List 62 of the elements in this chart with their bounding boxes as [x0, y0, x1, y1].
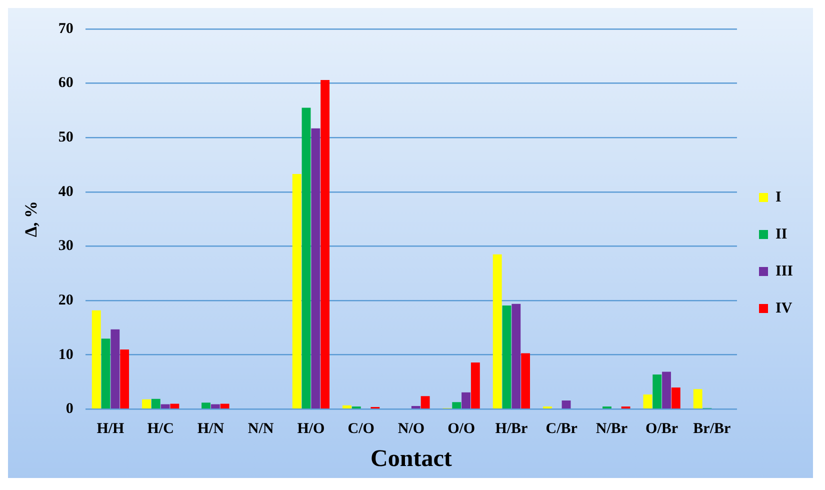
x-tick-label: N/O	[398, 421, 425, 438]
bar	[92, 310, 101, 409]
bar	[562, 400, 571, 409]
y-tick-label: 20	[58, 292, 74, 308]
bar	[693, 389, 702, 409]
bar	[621, 406, 630, 409]
y-tick-label: 0	[66, 401, 74, 418]
bar	[151, 398, 160, 409]
bar	[311, 128, 320, 409]
y-tick-label: 70	[58, 20, 74, 37]
x-tick-label: O/O	[448, 421, 476, 438]
y-tick-label: 10	[58, 346, 74, 363]
bar	[110, 329, 120, 409]
bar	[160, 404, 170, 409]
bar	[342, 405, 352, 409]
y-tick-label: 50	[58, 130, 74, 146]
x-axis-title: Contact	[370, 446, 452, 472]
x-tick-label: O/Br	[646, 421, 678, 438]
bar	[671, 387, 680, 409]
bar	[320, 80, 330, 409]
y-tick-label: 40	[58, 184, 74, 200]
x-tick-label: N/Br	[596, 421, 628, 438]
legend-label: IV	[775, 300, 792, 316]
x-tick-label: H/N	[197, 421, 224, 438]
bar	[662, 372, 671, 409]
bar	[492, 254, 502, 409]
y-axis-title: Δ, %	[22, 201, 41, 238]
x-tick-label: Br/Br	[693, 421, 732, 438]
y-tick-label: 30	[58, 238, 74, 254]
bar	[420, 396, 430, 409]
bar	[202, 402, 210, 409]
bar	[643, 394, 652, 409]
bar	[452, 402, 462, 409]
bar	[142, 399, 151, 409]
bar	[470, 362, 480, 409]
x-tick-label: N/N	[248, 421, 274, 438]
x-tick-label: H/C	[147, 421, 174, 438]
bar	[462, 392, 470, 409]
x-tick-label: H/Br	[495, 421, 528, 438]
legend-label: I	[775, 189, 782, 206]
bar	[521, 353, 530, 409]
bar	[352, 406, 361, 409]
bar	[302, 108, 311, 409]
bar	[292, 174, 302, 409]
bar	[411, 406, 420, 409]
bar	[210, 404, 220, 409]
bar	[101, 338, 110, 409]
bar	[652, 374, 662, 409]
x-tick-label: H/O	[297, 421, 325, 438]
x-tick-label: C/Br	[546, 421, 578, 438]
x-tick-label: H/H	[96, 421, 125, 438]
bar	[502, 305, 512, 409]
bar	[120, 349, 130, 409]
x-tick-label: C/O	[348, 421, 374, 438]
legend-label: II	[775, 226, 788, 242]
legend-label: III	[775, 263, 794, 280]
bar	[602, 406, 612, 409]
bar	[543, 406, 552, 409]
bar	[220, 404, 230, 409]
y-tick-label: 60	[58, 75, 74, 92]
bar	[512, 304, 521, 409]
bar	[170, 404, 180, 409]
